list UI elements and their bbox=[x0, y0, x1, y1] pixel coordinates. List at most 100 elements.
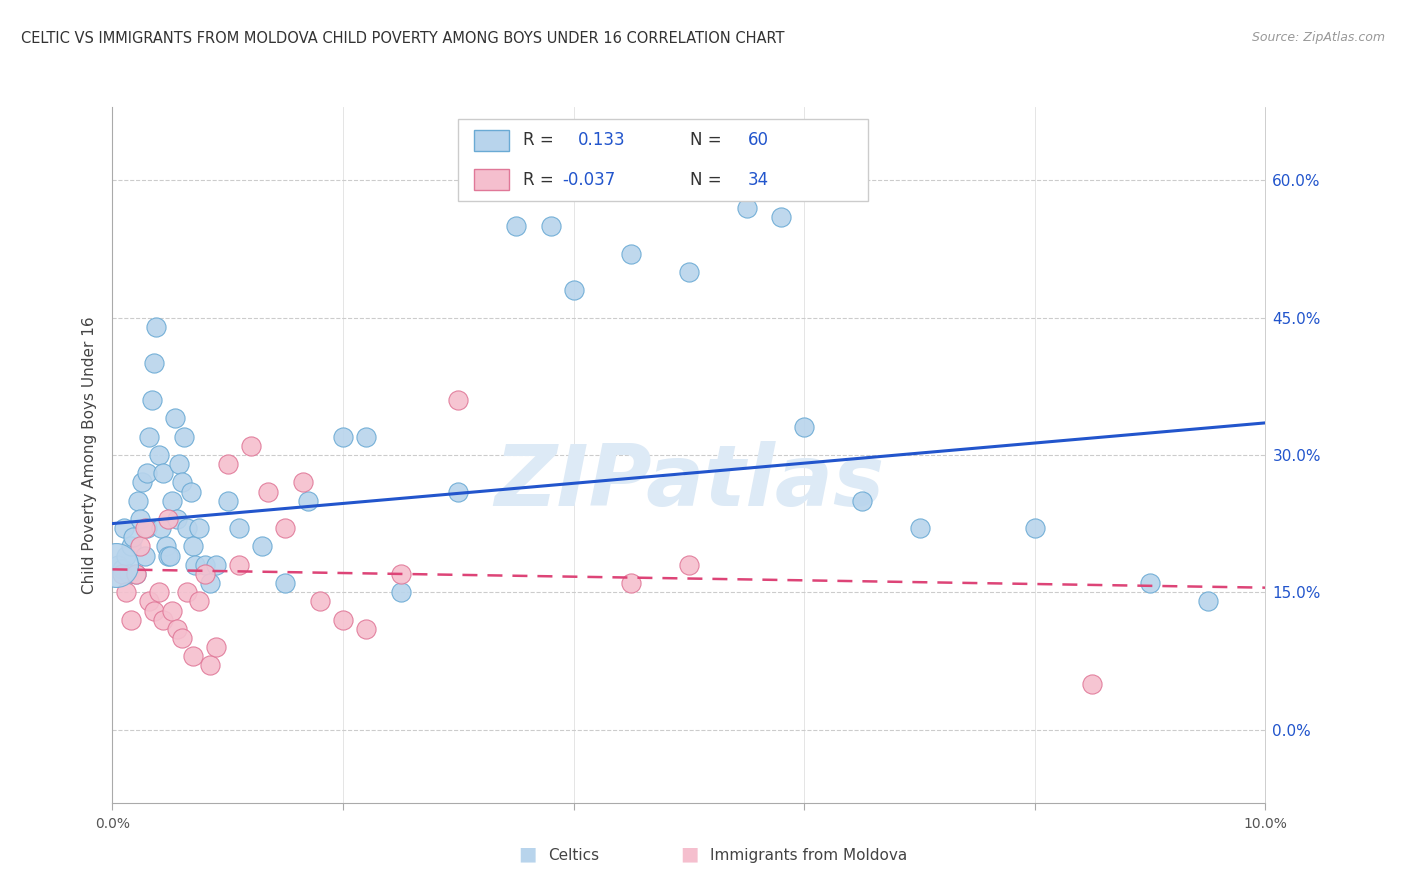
Point bbox=[194, 566, 217, 581]
Point bbox=[181, 649, 204, 664]
Point bbox=[309, 594, 332, 608]
Text: 0.0%: 0.0% bbox=[96, 816, 129, 830]
Point bbox=[678, 265, 700, 279]
Text: N =: N = bbox=[690, 131, 721, 149]
Point bbox=[124, 566, 146, 581]
Point bbox=[851, 493, 873, 508]
Point bbox=[166, 512, 188, 526]
Point bbox=[184, 558, 207, 572]
Point bbox=[112, 521, 135, 535]
Point bbox=[173, 429, 195, 443]
Point bbox=[389, 585, 412, 599]
Point bbox=[115, 549, 138, 563]
Point bbox=[620, 246, 643, 260]
Point bbox=[1024, 521, 1046, 535]
Point bbox=[205, 640, 228, 655]
Point bbox=[170, 475, 193, 490]
Point bbox=[120, 613, 142, 627]
Point bbox=[131, 475, 153, 490]
Point bbox=[354, 429, 377, 443]
Point bbox=[156, 549, 179, 563]
Point bbox=[148, 585, 170, 599]
Point bbox=[181, 540, 204, 554]
Point bbox=[162, 493, 184, 508]
FancyBboxPatch shape bbox=[458, 119, 868, 201]
Point bbox=[188, 521, 211, 535]
Point bbox=[104, 558, 127, 572]
Text: R =: R = bbox=[523, 131, 554, 149]
Point bbox=[145, 319, 167, 334]
Point bbox=[1197, 594, 1219, 608]
Point bbox=[176, 585, 198, 599]
Point bbox=[194, 558, 217, 572]
Point bbox=[129, 540, 152, 554]
Point bbox=[678, 558, 700, 572]
Point bbox=[562, 283, 585, 297]
Point bbox=[252, 540, 274, 554]
Text: ZIPatlas: ZIPatlas bbox=[494, 442, 884, 524]
Point bbox=[169, 457, 191, 471]
Point bbox=[129, 512, 152, 526]
Point bbox=[176, 521, 198, 535]
Text: 60: 60 bbox=[748, 131, 769, 149]
Point bbox=[143, 603, 166, 617]
Point bbox=[217, 493, 239, 508]
Point bbox=[120, 540, 142, 554]
FancyBboxPatch shape bbox=[474, 169, 509, 190]
Text: Immigrants from Moldova: Immigrants from Moldova bbox=[710, 848, 907, 863]
Point bbox=[540, 219, 562, 233]
Point bbox=[332, 429, 354, 443]
Point bbox=[205, 558, 228, 572]
Point bbox=[159, 549, 181, 563]
Y-axis label: Child Poverty Among Boys Under 16: Child Poverty Among Boys Under 16 bbox=[82, 316, 97, 594]
Point bbox=[138, 594, 160, 608]
Point bbox=[200, 658, 222, 673]
Text: Source: ZipAtlas.com: Source: ZipAtlas.com bbox=[1251, 31, 1385, 45]
Point bbox=[180, 484, 202, 499]
Text: ■: ■ bbox=[517, 845, 537, 863]
Point bbox=[217, 457, 239, 471]
Point bbox=[447, 484, 470, 499]
Point bbox=[117, 566, 139, 581]
Point bbox=[152, 613, 174, 627]
Text: CELTIC VS IMMIGRANTS FROM MOLDOVA CHILD POVERTY AMONG BOYS UNDER 16 CORRELATION : CELTIC VS IMMIGRANTS FROM MOLDOVA CHILD … bbox=[21, 31, 785, 46]
Point bbox=[124, 566, 146, 581]
Point bbox=[143, 356, 166, 370]
Point bbox=[239, 439, 262, 453]
Text: ■: ■ bbox=[679, 845, 699, 863]
Point bbox=[107, 558, 129, 572]
Point bbox=[162, 603, 184, 617]
Point bbox=[138, 429, 160, 443]
Point bbox=[1139, 576, 1161, 591]
Point bbox=[793, 420, 815, 434]
Text: Celtics: Celtics bbox=[548, 848, 599, 863]
Point bbox=[908, 521, 931, 535]
Point bbox=[505, 219, 527, 233]
Point bbox=[156, 512, 179, 526]
Point bbox=[166, 622, 188, 636]
Text: 34: 34 bbox=[748, 170, 769, 188]
Point bbox=[111, 566, 134, 581]
Point bbox=[188, 594, 211, 608]
Point bbox=[297, 493, 319, 508]
Text: 0.133: 0.133 bbox=[578, 131, 626, 149]
Point bbox=[291, 475, 314, 490]
Point bbox=[228, 521, 250, 535]
Text: 10.0%: 10.0% bbox=[1243, 816, 1288, 830]
Point bbox=[152, 467, 174, 481]
Point bbox=[149, 521, 172, 535]
Point bbox=[620, 576, 643, 591]
Point bbox=[122, 530, 145, 544]
Point bbox=[134, 521, 156, 535]
Point bbox=[155, 540, 177, 554]
Point bbox=[200, 576, 222, 591]
Point bbox=[735, 201, 758, 215]
Point bbox=[163, 411, 186, 425]
Point bbox=[141, 392, 163, 407]
Point bbox=[274, 521, 297, 535]
Point bbox=[389, 566, 412, 581]
Point bbox=[170, 631, 193, 645]
Text: R =: R = bbox=[523, 170, 554, 188]
Text: N =: N = bbox=[690, 170, 721, 188]
Point bbox=[228, 558, 250, 572]
